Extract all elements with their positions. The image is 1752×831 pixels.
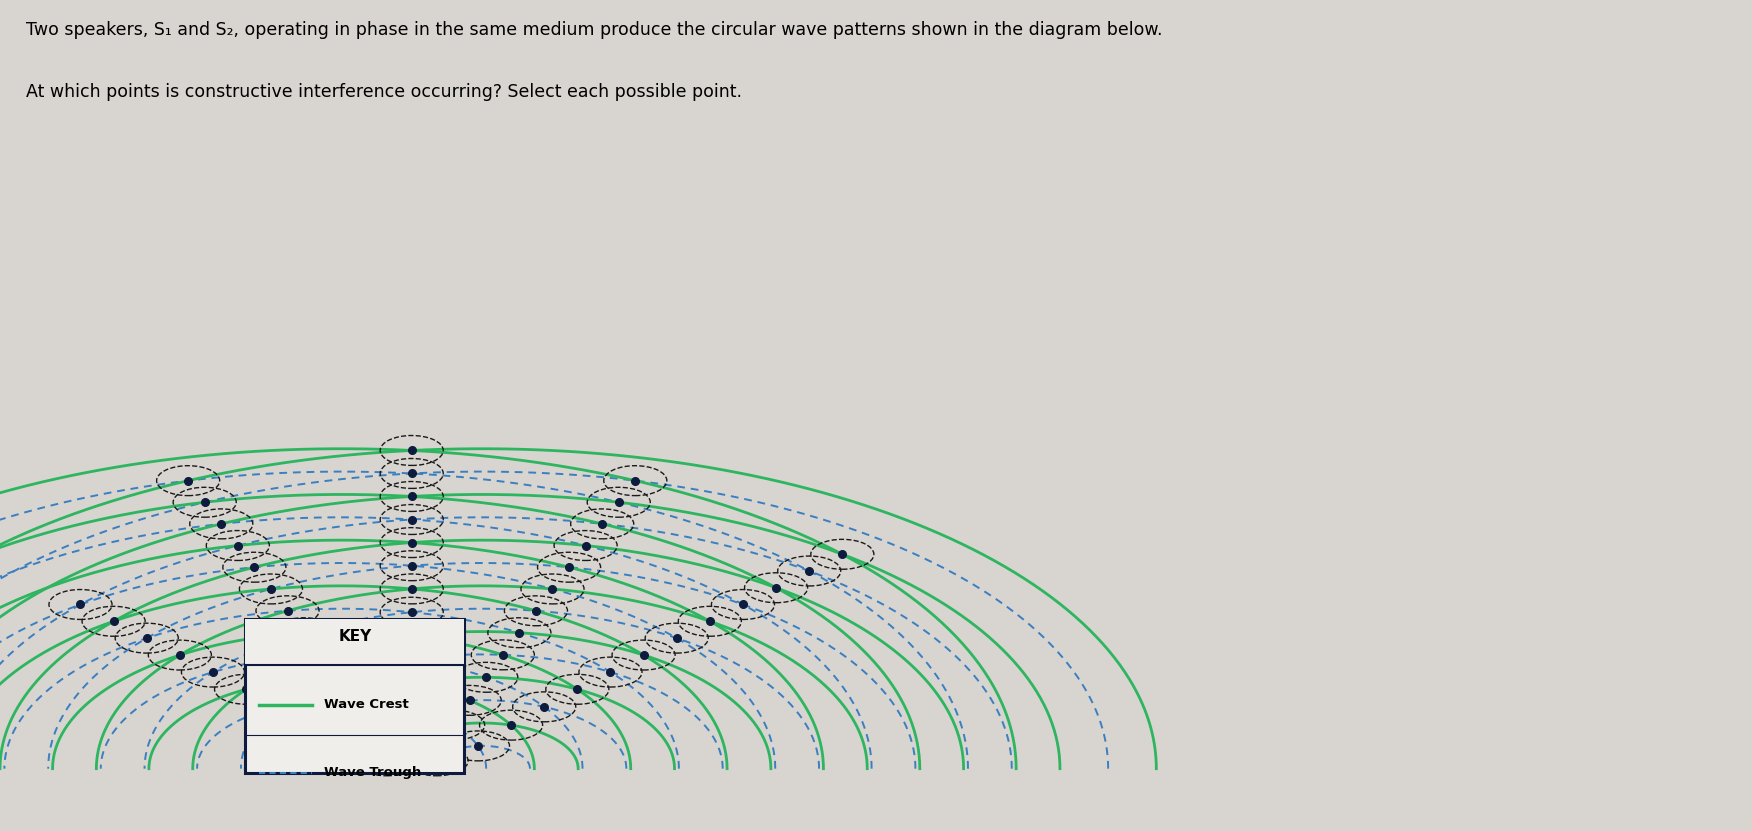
Text: Wave Crest: Wave Crest (324, 698, 408, 711)
FancyBboxPatch shape (245, 619, 464, 665)
Text: KEY: KEY (338, 629, 371, 644)
Text: At which points is constructive interference occurring? Select each possible poi: At which points is constructive interfer… (26, 83, 743, 101)
FancyBboxPatch shape (245, 619, 464, 773)
Text: Two speakers, S₁ and S₂, operating in phase in the same medium produce the circu: Two speakers, S₁ and S₂, operating in ph… (26, 21, 1163, 39)
Text: Wave Trough: Wave Trough (324, 766, 422, 779)
